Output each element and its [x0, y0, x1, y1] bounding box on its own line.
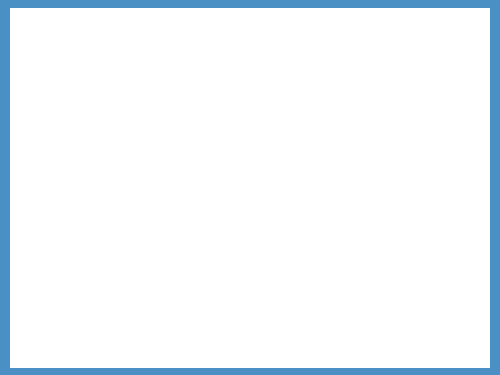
Text: Large
Insoluble
STARCH: Large Insoluble STARCH [266, 122, 315, 152]
Ellipse shape [418, 86, 431, 100]
Ellipse shape [382, 61, 396, 75]
Circle shape [394, 204, 406, 214]
FancyArrow shape [317, 281, 360, 296]
Text: • Salivary Glands / Pancreas /Small Intestine: • Salivary Glands / Pancreas /Small Inte… [17, 76, 235, 86]
Ellipse shape [274, 90, 288, 105]
Circle shape [251, 174, 266, 185]
Text: Large
Insoluble
FATS: Large Insoluble FATS [262, 219, 310, 249]
Ellipse shape [288, 88, 303, 103]
Text: Protease: Protease [17, 242, 71, 252]
Text: Produced in:: Produced in: [17, 67, 82, 77]
Text: Lipase: Lipase [17, 144, 58, 154]
Ellipse shape [293, 99, 308, 114]
FancyArrow shape [315, 83, 358, 98]
Circle shape [378, 159, 390, 169]
Circle shape [295, 174, 310, 185]
Polygon shape [252, 284, 269, 296]
Ellipse shape [262, 73, 276, 87]
Circle shape [262, 174, 276, 185]
Text: Small Soluble
AMINO
ACIDS: Small Soluble AMINO ACIDS [382, 304, 452, 334]
Ellipse shape [403, 76, 416, 90]
Ellipse shape [260, 86, 274, 100]
Ellipse shape [438, 280, 446, 288]
Ellipse shape [398, 287, 407, 295]
Ellipse shape [291, 73, 305, 87]
Circle shape [382, 181, 394, 190]
Circle shape [424, 165, 437, 174]
Bar [435, 270, 447, 279]
Text: Proteins → Amino Acids: Proteins → Amino Acids [17, 251, 139, 261]
Text: AMYLASE: AMYLASE [320, 53, 367, 63]
Text: Carbohydrase – e.g Amylase: Carbohydrase – e.g Amylase [17, 47, 192, 57]
Text: Pancreas / Small Intestine: Pancreas / Small Intestine [17, 173, 156, 183]
Text: Large
Insoluble
PROTEIN: Large Insoluble PROTEIN [262, 316, 310, 346]
Bar [254, 198, 318, 206]
Circle shape [404, 157, 416, 166]
Ellipse shape [279, 103, 293, 117]
Ellipse shape [264, 100, 279, 115]
Ellipse shape [382, 263, 391, 272]
Bar [378, 281, 390, 290]
Text: Small
Soluble
GLUCOSE: Small Soluble GLUCOSE [394, 104, 432, 134]
Polygon shape [418, 258, 436, 270]
Bar [432, 288, 445, 297]
Ellipse shape [276, 66, 291, 80]
Text: Produced in:: Produced in: [17, 164, 82, 174]
Circle shape [420, 201, 432, 210]
Text: Small Soluble
FATTY ACIDS
and GLYCEROL: Small Soluble FATTY ACIDS and GLYCEROL [382, 201, 452, 231]
Circle shape [413, 188, 426, 198]
Ellipse shape [396, 101, 409, 114]
Ellipse shape [412, 102, 426, 116]
Ellipse shape [403, 267, 411, 275]
Text: PROTEASE: PROTEASE [316, 245, 370, 255]
FancyArrow shape [315, 180, 358, 195]
Ellipse shape [321, 282, 330, 291]
Text: Three different enzymes break down the three main food groups:: Three different enzymes break down the t… [24, 20, 412, 33]
Polygon shape [412, 279, 429, 292]
Bar [282, 283, 295, 292]
Ellipse shape [297, 282, 306, 291]
Ellipse shape [405, 62, 418, 75]
Ellipse shape [385, 83, 398, 96]
Polygon shape [305, 284, 322, 296]
Circle shape [306, 174, 320, 185]
Ellipse shape [422, 68, 436, 82]
Ellipse shape [304, 80, 318, 94]
Text: Carbohydrates → Sugars: Carbohydrates → Sugars [17, 56, 146, 66]
Circle shape [273, 174, 287, 185]
Text: Fats → Fatty Acids + Glycerol: Fats → Fatty Acids + Glycerol [17, 153, 168, 163]
Ellipse shape [270, 282, 278, 291]
Text: Produced in:: Produced in: [17, 261, 82, 271]
Ellipse shape [244, 282, 252, 291]
Text: LIPASE: LIPASE [324, 150, 364, 160]
Text: • Stomach / Pancreas / Small Intestine: • Stomach / Pancreas / Small Intestine [17, 270, 206, 280]
Circle shape [284, 174, 298, 185]
